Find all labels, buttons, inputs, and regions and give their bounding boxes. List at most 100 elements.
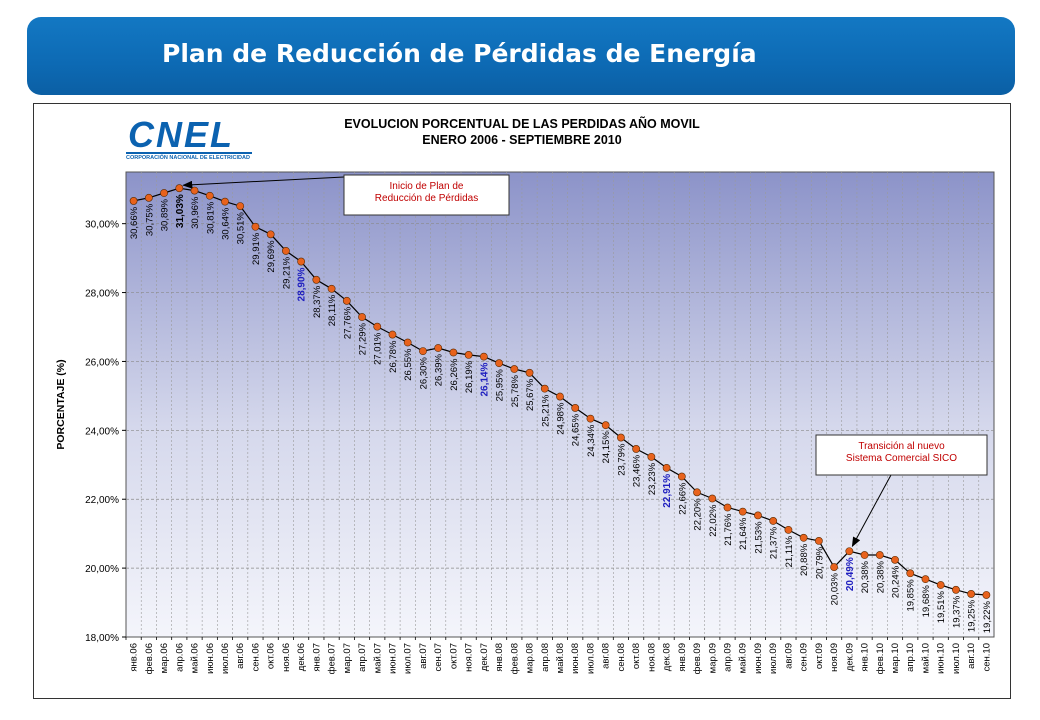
x-tick-label: окт.06 bbox=[266, 643, 277, 669]
data-label: 22,02% bbox=[708, 504, 719, 537]
x-tick-label: сен.08 bbox=[616, 643, 627, 672]
data-label: 23,79% bbox=[616, 443, 627, 476]
data-point bbox=[556, 392, 564, 401]
x-tick-label: мар.06 bbox=[159, 643, 170, 673]
x-tick-label: мар.08 bbox=[525, 643, 536, 673]
data-label: 25,21% bbox=[540, 394, 551, 427]
data-point bbox=[906, 569, 915, 578]
x-tick-label: апр.07 bbox=[357, 643, 368, 672]
data-point bbox=[221, 197, 229, 206]
data-point bbox=[693, 488, 701, 497]
data-point bbox=[236, 202, 245, 210]
data-point bbox=[769, 517, 778, 525]
data-label: 30,96% bbox=[190, 196, 201, 229]
data-point bbox=[129, 197, 138, 205]
data-label: 28,90% bbox=[297, 267, 308, 301]
logo-rule bbox=[126, 152, 252, 154]
data-point bbox=[373, 322, 382, 331]
data-label: 29,91% bbox=[251, 232, 262, 265]
x-tick-label: авг.10 bbox=[966, 643, 977, 669]
data-label: 25,67% bbox=[525, 378, 536, 411]
x-tick-label: авг.07 bbox=[418, 643, 429, 669]
x-tick-label: ноя.09 bbox=[829, 643, 840, 672]
data-point bbox=[784, 525, 793, 534]
data-point bbox=[403, 338, 412, 347]
x-tick-label: мар.09 bbox=[707, 643, 718, 673]
data-point bbox=[297, 257, 306, 266]
x-tick-label: апр.10 bbox=[905, 643, 916, 672]
data-point bbox=[617, 433, 625, 442]
data-label: 20,38% bbox=[860, 560, 871, 593]
x-tick-label: ноя.07 bbox=[464, 643, 475, 672]
x-tick-label: сен.07 bbox=[433, 643, 444, 672]
data-point bbox=[327, 284, 336, 293]
x-tick-label: ноя.08 bbox=[646, 643, 657, 672]
x-tick-label: авг.06 bbox=[235, 643, 246, 669]
data-label: 24,98% bbox=[556, 402, 567, 435]
data-label: 22,66% bbox=[677, 482, 688, 515]
x-tick-label: янв.08 bbox=[494, 643, 505, 672]
annotation-sico-transition-box bbox=[815, 434, 988, 476]
x-tick-label: май.06 bbox=[190, 643, 201, 673]
data-label: 21,11% bbox=[784, 535, 795, 567]
data-label: 27,76% bbox=[342, 306, 353, 339]
data-label: 19,85% bbox=[906, 579, 917, 612]
x-tick-label: янв.06 bbox=[129, 643, 140, 672]
data-point bbox=[967, 590, 976, 598]
x-tick-label: май.09 bbox=[738, 643, 749, 673]
data-point bbox=[982, 591, 991, 599]
data-label: 19,37% bbox=[951, 595, 962, 628]
data-point bbox=[266, 230, 275, 239]
data-label: 26,19% bbox=[464, 360, 475, 393]
data-label: 26,78% bbox=[388, 340, 399, 373]
data-label: 29,69% bbox=[266, 240, 277, 273]
data-point bbox=[464, 350, 473, 359]
x-tick-label: июл.07 bbox=[403, 643, 414, 674]
data-point bbox=[479, 352, 488, 361]
logo-wordmark: CNEL bbox=[128, 114, 234, 155]
x-tick-label: фев.07 bbox=[327, 643, 338, 674]
data-label: 20,79% bbox=[814, 546, 825, 579]
data-point bbox=[921, 575, 930, 584]
data-point bbox=[952, 585, 960, 594]
data-label: 31,03% bbox=[175, 194, 186, 228]
x-tick-label: окт.07 bbox=[448, 643, 459, 669]
data-point bbox=[754, 511, 762, 520]
data-label: 26,39% bbox=[434, 353, 445, 386]
data-point bbox=[723, 503, 732, 512]
y-tick-label: 24,00% bbox=[85, 426, 119, 437]
x-tick-label: фев.10 bbox=[875, 643, 886, 674]
data-point bbox=[434, 344, 443, 352]
x-tick-label: апр.06 bbox=[174, 643, 185, 672]
data-point bbox=[160, 189, 168, 197]
data-point bbox=[144, 193, 153, 202]
data-point bbox=[495, 359, 503, 368]
annotation-sico-transition-text: Transición al nuevo bbox=[858, 441, 945, 452]
y-tick-label: 30,00% bbox=[85, 220, 119, 231]
annotation-plan-start-box bbox=[343, 174, 510, 216]
y-tick-label: 26,00% bbox=[85, 357, 119, 368]
line-chart: 18,00% 20,00% 22,00% 24,00% 26,00% 28,00% 30,0… bbox=[55, 171, 995, 674]
x-tick-label: дек.07 bbox=[479, 643, 490, 671]
data-label: 20,03% bbox=[830, 573, 841, 606]
y-tick-label: 18,00% bbox=[85, 633, 119, 644]
data-point bbox=[419, 347, 427, 356]
data-point bbox=[342, 296, 351, 305]
data-point bbox=[708, 494, 717, 503]
page-title: Plan de Reducción de Pérdidas de Energía bbox=[162, 39, 757, 68]
data-point bbox=[358, 313, 366, 321]
x-tick-label: сен.09 bbox=[799, 643, 810, 672]
x-tick-label: фев.09 bbox=[692, 643, 703, 674]
x-tick-label: май.07 bbox=[372, 643, 383, 673]
data-point bbox=[875, 551, 884, 559]
header-banner: Plan de Reducción de Pérdidas de Energía bbox=[27, 17, 1015, 95]
x-tick-label: июн.07 bbox=[387, 643, 398, 674]
data-label: 30,81% bbox=[205, 201, 216, 234]
y-tick-label: 28,00% bbox=[85, 289, 119, 300]
x-tick-label: июн.06 bbox=[205, 643, 216, 674]
data-label: 23,23% bbox=[647, 462, 658, 495]
data-point bbox=[190, 186, 199, 195]
data-label: 25,78% bbox=[510, 374, 521, 407]
chart-title: EVOLUCION PORCENTUAL DE LAS PERDIDAS AÑO… bbox=[344, 117, 700, 131]
data-point bbox=[647, 452, 656, 461]
